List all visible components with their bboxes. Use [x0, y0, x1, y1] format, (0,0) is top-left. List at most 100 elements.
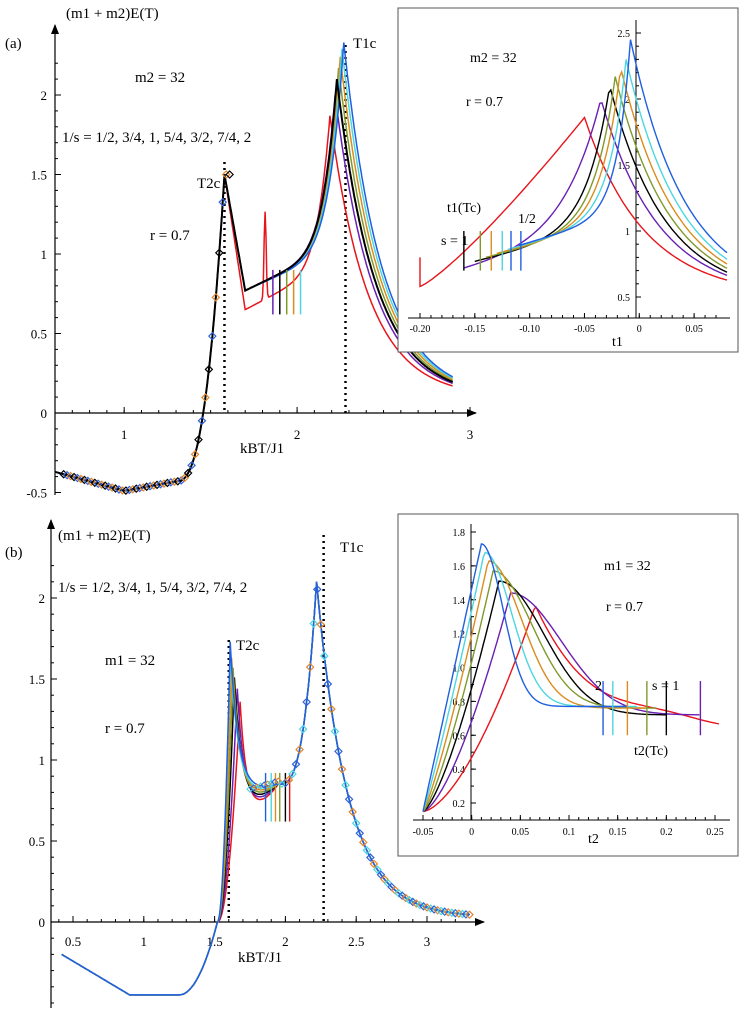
- r-label: r = 0.7: [150, 228, 190, 244]
- y-tick-label: 1.2: [453, 630, 466, 641]
- data-point-marker: [302, 697, 311, 707]
- data-point-marker: [180, 473, 190, 483]
- data-point-marker: [159, 479, 169, 488]
- data-point-marker: [204, 365, 214, 374]
- y-axis-label: (m1 + m2)E(T): [58, 528, 151, 544]
- data-point-marker: [135, 483, 145, 493]
- data-point-marker: [373, 865, 382, 874]
- data-point-marker: [271, 778, 279, 786]
- y-tick-label: 1: [39, 753, 46, 768]
- inset-series-line-s-2: [518, 39, 728, 254]
- y-tick-label: 1.6: [453, 562, 466, 573]
- inset-series-line-s-3-2: [496, 69, 728, 265]
- x-tick-label: 0.1: [563, 827, 576, 838]
- data-point-marker: [214, 248, 224, 258]
- y-tick-label: 1.5: [618, 161, 631, 172]
- y-axis-label: (m1 + m2)E(T): [66, 6, 159, 22]
- inset-series-line-s-2: [422, 543, 628, 812]
- data-point-marker: [138, 483, 148, 492]
- inset-m1-label: m1 = 32: [604, 559, 651, 574]
- y-tick-label: 1.5: [31, 168, 47, 183]
- x-tick-label: 0.5: [65, 934, 81, 949]
- y-tick-label: 1.5: [29, 672, 45, 687]
- t2c-label: T2c: [236, 638, 260, 654]
- data-point-marker: [194, 435, 203, 444]
- data-point-marker: [288, 769, 297, 779]
- y-tick-label: 0.6: [453, 731, 466, 742]
- data-point-marker: [312, 584, 322, 594]
- data-point-marker: [190, 449, 200, 459]
- data-point-marker: [121, 486, 131, 495]
- data-point-marker: [355, 828, 365, 838]
- data-point-marker: [323, 679, 333, 689]
- data-point-marker: [394, 888, 404, 898]
- x-tick-label: 2: [282, 934, 289, 949]
- y-tick-label: 0.5: [29, 834, 45, 849]
- x-tick-label: -0.15: [464, 324, 485, 335]
- inset-x-axis-label: t1: [612, 335, 623, 350]
- data-point-marker: [284, 775, 294, 785]
- series-line-s-3-4: [54, 94, 453, 492]
- data-point-marker: [256, 782, 265, 790]
- y-tick-label: 0.5: [618, 293, 631, 304]
- inset-series-line-s-half: [422, 605, 720, 813]
- y-tick-label: 1: [41, 247, 48, 262]
- x-tick-label: 0: [637, 324, 642, 335]
- data-point-marker: [358, 837, 368, 847]
- panel-label-a: (a): [5, 36, 22, 52]
- inset-s1-label: s = 1: [441, 234, 468, 249]
- y-tick-label: 2: [39, 591, 46, 606]
- y-tick-label: -0.5: [26, 486, 47, 501]
- x-tick-label: 1: [141, 934, 148, 949]
- y-tick-label: 1: [625, 227, 630, 238]
- data-point-marker: [260, 781, 268, 789]
- data-point-marker: [397, 891, 407, 901]
- data-point-marker: [278, 780, 286, 788]
- inset-r-label: r = 0.7: [466, 95, 503, 110]
- x-tick-label: -0.05: [574, 324, 595, 335]
- y-tick-label: 1.8: [453, 528, 466, 539]
- data-point-marker: [187, 460, 196, 470]
- x-tick-label: 3: [467, 427, 474, 442]
- data-point-marker: [351, 818, 361, 828]
- data-point-marker: [125, 485, 134, 495]
- data-point-marker: [166, 477, 176, 487]
- data-point-marker: [295, 745, 304, 754]
- inset-series-line-s-1: [422, 580, 667, 813]
- inset-b-frame: [397, 513, 739, 857]
- data-point-marker: [309, 619, 319, 628]
- t1c-label: T1c: [340, 540, 364, 556]
- data-point-marker: [176, 476, 186, 485]
- y-tick-label: 2.5: [618, 29, 631, 40]
- t2c-label: T2c: [197, 176, 221, 192]
- data-point-marker: [249, 784, 258, 792]
- data-point-marker: [316, 620, 326, 629]
- data-point-marker: [142, 482, 151, 492]
- x-axis-label: kBT/J1: [240, 441, 284, 457]
- inset-x-axis-label: t2: [588, 832, 599, 847]
- inset-series-line-s-half: [419, 116, 728, 288]
- data-point-marker: [152, 480, 162, 490]
- t1c-label: T1c: [353, 36, 377, 52]
- y-tick-label: 0.5: [31, 327, 47, 342]
- data-point-marker: [401, 893, 411, 903]
- data-point-marker: [163, 478, 172, 488]
- y-tick-label: 0: [39, 915, 46, 930]
- series-line-s-3-2: [54, 56, 454, 492]
- s-values-label: 1/s = 1/2, 3/4, 1, 5/4, 3/2, 7/4, 2: [62, 130, 251, 146]
- data-point-marker: [341, 780, 350, 790]
- x-tick-label: 0.2: [660, 827, 673, 838]
- data-point-marker: [253, 783, 261, 791]
- data-point-marker: [305, 662, 315, 672]
- inset-a-frame: [397, 7, 739, 353]
- data-point-marker: [246, 785, 254, 793]
- inset-tc-label: t2(Tc): [634, 744, 668, 759]
- inset-s1-label: s = 1: [652, 679, 679, 694]
- data-point-marker: [118, 486, 127, 495]
- r-label: r = 0.7: [105, 721, 145, 737]
- data-point-marker: [263, 780, 272, 788]
- data-point-marker: [183, 468, 193, 478]
- inset-series-line-s-5-4: [485, 76, 728, 269]
- data-point-marker: [362, 846, 372, 855]
- data-point-marker: [208, 331, 217, 341]
